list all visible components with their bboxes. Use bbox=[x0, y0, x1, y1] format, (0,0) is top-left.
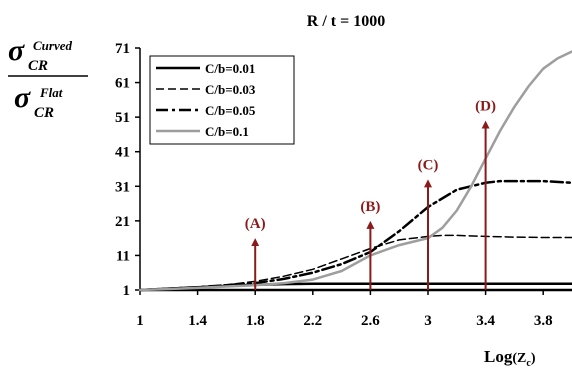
y-tick-label: 51 bbox=[115, 110, 130, 126]
x-tick-label: 3.4 bbox=[476, 313, 495, 329]
annotation-label: (C) bbox=[418, 157, 439, 173]
annotation-label: (A) bbox=[245, 216, 266, 232]
y-label-num-sub: CR bbox=[28, 58, 48, 74]
annotation-label: (D) bbox=[475, 99, 496, 115]
x-tick-label: 1 bbox=[136, 313, 144, 329]
x-tick-label: 2.2 bbox=[303, 313, 322, 329]
x-tick-label: 2.6 bbox=[361, 313, 380, 329]
y-label-den-sup: Flat bbox=[39, 85, 63, 100]
y-tick-label: 41 bbox=[115, 145, 130, 161]
annotation-layer: (A) (B) (C) (D) bbox=[245, 99, 496, 290]
x-label-var: Z bbox=[517, 351, 526, 366]
y-label-num-sup: Curved bbox=[33, 38, 73, 53]
y-tick-label: 1 bbox=[123, 283, 131, 299]
y-label-den-sym: σ bbox=[14, 81, 31, 114]
y-label-den-sub: CR bbox=[34, 105, 54, 121]
x-tick-label: 1.4 bbox=[188, 313, 207, 329]
x-label-paren-close: ) bbox=[531, 351, 536, 366]
y-tick-label: 21 bbox=[115, 214, 130, 230]
x-label-main: Log bbox=[484, 347, 513, 366]
chart-title: R / t = 1000 bbox=[307, 13, 385, 30]
y-tick-label: 61 bbox=[115, 76, 130, 92]
x-tick-label: 3 bbox=[424, 313, 432, 329]
x-tick-label: 3.8 bbox=[534, 313, 553, 329]
y-tick-label: 71 bbox=[115, 41, 130, 57]
y-label-num-sym: σ bbox=[8, 34, 25, 67]
legend-box bbox=[149, 55, 295, 145]
legend: C/b=0.01 C/b=0.03 C/b=0.05 C/b=0.1 bbox=[149, 55, 295, 145]
x-tick-label: 1.8 bbox=[246, 313, 265, 329]
x-axis-label: Log(Zc) bbox=[484, 347, 536, 369]
annotation-label: (B) bbox=[360, 199, 380, 215]
y-axis-label: σ CR Curved σ CR Flat bbox=[8, 34, 88, 121]
series-line-cb005 bbox=[138, 179, 572, 292]
legend-label-cb005: C/b=0.05 bbox=[205, 103, 256, 118]
legend-label-cb003: C/b=0.03 bbox=[205, 82, 256, 97]
legend-label-cb01: C/b=0.1 bbox=[205, 124, 249, 139]
y-tick-label: 31 bbox=[115, 179, 130, 195]
legend-label-cb001: C/b=0.01 bbox=[205, 61, 255, 76]
x-label-paren-open: ( bbox=[512, 351, 517, 366]
y-tick-label: 11 bbox=[116, 248, 130, 264]
x-label-sub: c bbox=[526, 358, 531, 369]
